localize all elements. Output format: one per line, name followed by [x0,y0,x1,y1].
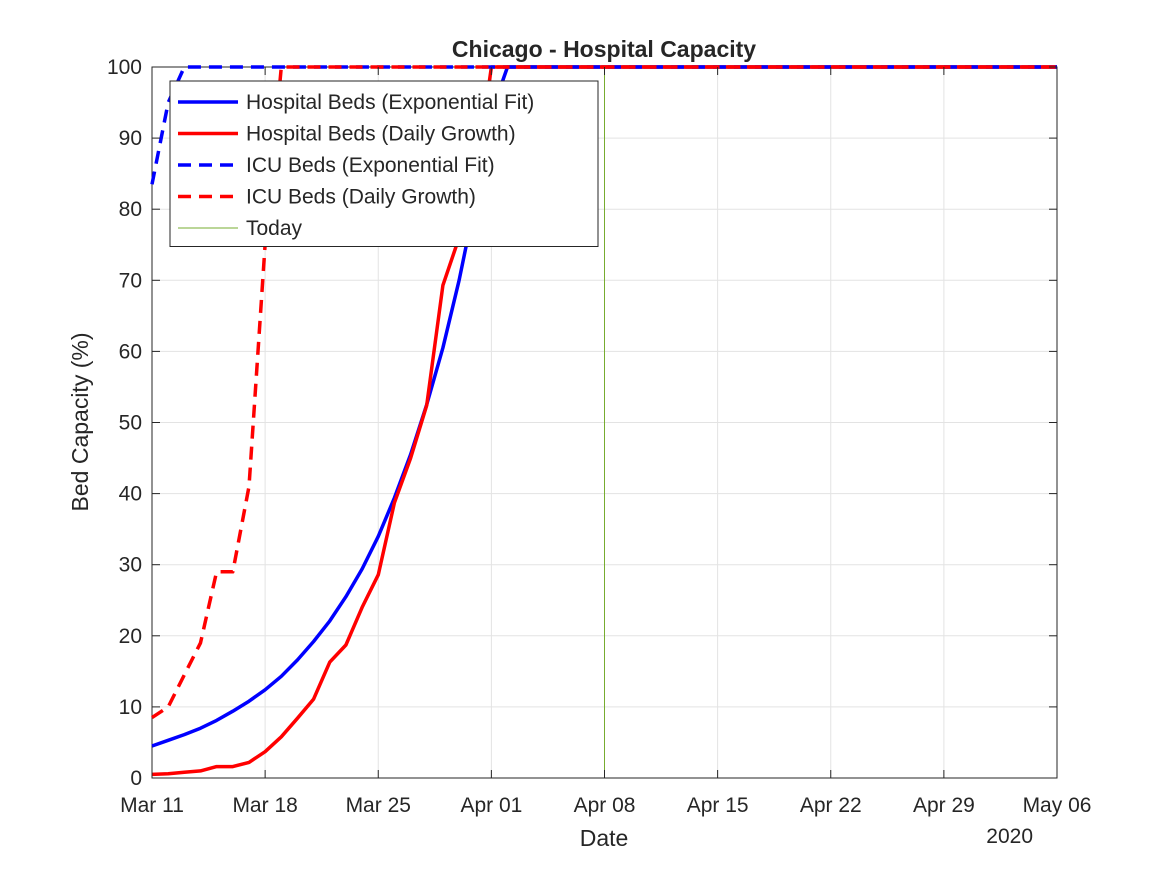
y-tick-label: 80 [119,198,142,221]
x-tick-label: Apr 22 [800,794,862,817]
x-tick-label: Apr 29 [913,794,975,817]
x-tick-label: Mar 11 [120,794,184,817]
y-tick-label: 10 [119,696,142,719]
y-tick-label: 90 [119,127,142,150]
x-tick-label: Apr 08 [574,794,636,817]
legend-entry: ICU Beds (Daily Growth) [246,186,476,209]
legend: Hospital Beds (Exponential Fit) Hospital … [169,80,599,247]
x-tick-label: Apr 01 [460,794,522,817]
y-tick-label: 30 [119,554,142,577]
y-tick-label: 100 [107,56,142,79]
series-line-icu-beds-exponential-fit [150,65,1057,185]
legend-entry: Hospital Beds (Daily Growth) [246,123,516,146]
x-tick-label: Mar 18 [232,794,297,817]
x-axis-year-label: 2020 [986,825,1033,848]
series-line-hospital-beds-daily-growth [151,65,1057,777]
y-tick-label: 20 [119,625,142,648]
y-tick-label: 40 [119,483,142,506]
legend-box [169,80,599,247]
legend-entry: Today [246,217,303,240]
ticks: Mar 11 Mar 18 Mar 25 Apr 01 Apr 08 Apr 15 Apr … [107,56,1091,817]
legend-entry: ICU Beds (Exponential Fit) [246,154,495,177]
x-tick-label: Mar 25 [346,794,411,817]
x-tick-label: Apr 15 [687,794,749,817]
legend-entry: Hospital Beds (Exponential Fit) [246,91,534,114]
y-tick-label: 0 [130,767,142,790]
y-axis-label: Bed Capacity (%) [67,333,93,512]
series-line-hospital-beds-exponential-fit [151,65,1057,748]
x-tick-label: May 06 [1023,794,1092,817]
chart-title: Chicago - Hospital Capacity [452,36,756,62]
y-tick-label: 60 [119,340,142,363]
y-tick-label: 50 [119,412,142,435]
x-axis-label: Date [580,825,629,851]
y-tick-label: 70 [119,269,142,292]
